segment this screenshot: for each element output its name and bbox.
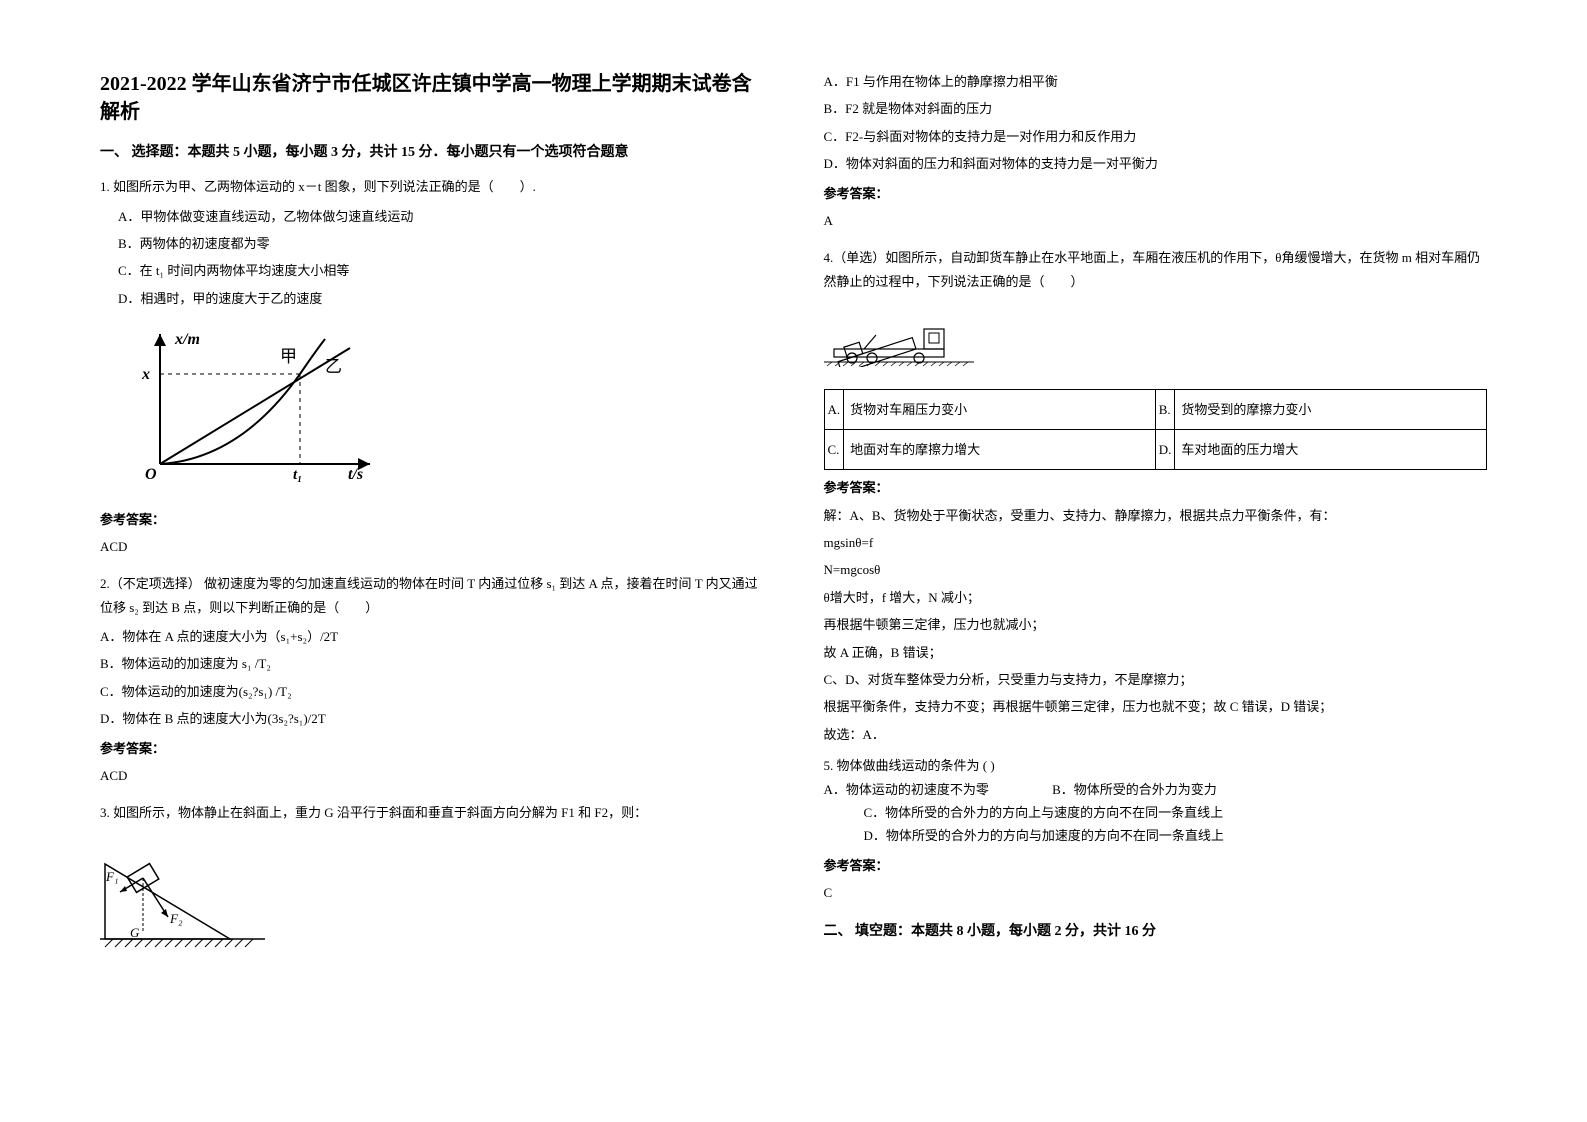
q5-answer-label: 参考答案： (824, 854, 1488, 877)
q2-option-b: B．物体运动的加速度为 s₁ /T₂ (100, 652, 764, 675)
q5-option-c: C．物体所受的合外力的方向上与速度的方向不在同一条直线上 (864, 801, 1488, 824)
graph-yi: 乙 (325, 357, 342, 376)
q2-option-a: A．物体在 A 点的速度大小为（s₁+s₂）/2T (100, 625, 764, 648)
q2-answer-label: 参考答案： (100, 737, 764, 760)
right-column: A．F1 与作用在物体上的静摩擦力相平衡 B．F2 就是物体对斜面的压力 C．F… (824, 70, 1488, 1052)
q4-option-c: 地面对车的摩擦力增大 (844, 429, 1156, 469)
q4-sol6: 故 A 正确，B 错误； (824, 641, 1488, 664)
q3-option-c: C．F2-与斜面对物体的支持力是一对作用力和反作用力 (824, 125, 1488, 148)
q4-option-b: 货物受到的摩擦力变小 (1175, 389, 1487, 429)
q5-stem: 5. 物体做曲线运动的条件为 ( ) (824, 758, 995, 773)
q1-option-d: D．相遇时，甲的速度大于乙的速度 (118, 287, 764, 310)
q3-option-b: B．F2 就是物体对斜面的压力 (824, 97, 1488, 120)
q4-sol5: 再根据牛顿第三定律，压力也就减小； (824, 613, 1488, 636)
q4-sol3: N=mgcosθ (824, 558, 1488, 581)
section2-header: 二、 填空题：本题共 8 小题，每小题 2 分，共计 16 分 (824, 919, 1488, 944)
q2-option-d: D．物体在 B 点的速度大小为(3s₂?s₁)/2T (100, 707, 764, 730)
q1-option-a: A．甲物体做变速直线运动，乙物体做匀速直线运动 (118, 205, 764, 228)
q4-options-table: A. 货物对车厢压力变小 B. 货物受到的摩擦力变小 C. 地面对车的摩擦力增大… (824, 389, 1488, 471)
q4-figure (824, 307, 974, 367)
left-column: 2021-2022 学年山东省济宁市任城区许庄镇中学高一物理上学期期末试卷含解析… (100, 70, 764, 1052)
q1-answer-label: 参考答案： (100, 508, 764, 531)
q3-option-a: A．F1 与作用在物体上的静摩擦力相平衡 (824, 70, 1488, 93)
q4-option-a: 货物对车厢压力变小 (844, 389, 1156, 429)
q2-option-c: C．物体运动的加速度为(s₂?s₁) /T₂ (100, 680, 764, 703)
q2-stem: 2.（不定项选择） 做初速度为零的匀加速直线运动的物体在时间 T 内通过位移 s… (100, 572, 764, 619)
graph-x-label: t/s (348, 466, 363, 483)
q1-graph: x/m x 甲 乙 O t₁ t/s (130, 324, 380, 484)
q4-label-a: A. (824, 389, 844, 429)
q3-stem: 3. 如图所示，物体静止在斜面上，重力 G 沿平行于斜面和垂直于斜面方向分解为 … (100, 801, 764, 824)
section1-header: 一、 选择题：本题共 5 小题，每小题 3 分，共计 15 分．每小题只有一个选… (100, 140, 764, 165)
q2-answer: ACD (100, 764, 764, 787)
q3-g-label: G (130, 925, 140, 940)
q4-answer-label: 参考答案： (824, 476, 1488, 499)
q4-label-d: D. (1155, 429, 1175, 469)
q5-option-b: B．物体所受的合外力为变力 (1052, 782, 1217, 797)
graph-x-value: x (141, 366, 150, 383)
q5-option-d: D．物体所受的合外力的方向与加速度的方向不在同一条直线上 (864, 824, 1488, 847)
graph-jia: 甲 (280, 347, 297, 366)
q3-figure: F₁ F₂ G (100, 839, 270, 949)
q1-option-c: C．在 t₁ 时间内两物体平均速度大小相等 (118, 259, 764, 282)
q4-sol4: θ增大时，f 增大，N 减小； (824, 586, 1488, 609)
q4-sol7: C、D、对货车整体受力分析，只受重力与支持力，不是摩擦力； (824, 668, 1488, 691)
q3-f1-label: F₁ (105, 869, 118, 884)
q4-sol1: 解：A、B、货物处于平衡状态，受重力、支持力、静摩擦力，根据共点力平衡条件，有： (824, 504, 1488, 527)
q4-sol9: 故选：A． (824, 723, 1488, 746)
page-title: 2021-2022 学年山东省济宁市任城区许庄镇中学高一物理上学期期末试卷含解析 (100, 70, 764, 126)
q3-answer: A (824, 209, 1488, 232)
q1-option-b: B．两物体的初速度都为零 (118, 232, 764, 255)
q1-stem: 1. 如图所示为甲、乙两物体运动的 x－t 图象，则下列说法正确的是（ ）. (100, 175, 764, 198)
q4-label-c: C. (824, 429, 844, 469)
q5-option-a: A．物体运动的初速度不为零 (824, 782, 989, 797)
graph-origin: O (145, 466, 157, 483)
q3-f2-label: F₂ (169, 911, 183, 926)
q3-answer-label: 参考答案： (824, 182, 1488, 205)
q4-sol8: 根据平衡条件，支持力不变；再根据牛顿第三定律，压力也就不变；故 C 错误，D 错… (824, 695, 1488, 718)
q4-sol2: mgsinθ=f (824, 531, 1488, 554)
graph-t1: t₁ (293, 467, 302, 483)
q3-option-d: D．物体对斜面的压力和斜面对物体的支持力是一对平衡力 (824, 152, 1488, 175)
q5-answer: C (824, 881, 1488, 904)
q4-stem: 4.（单选）如图所示，自动卸货车静止在水平地面上，车厢在液压机的作用下，θ角缓慢… (824, 246, 1488, 293)
q4-label-b: B. (1155, 389, 1175, 429)
q4-option-d: 车对地面的压力增大 (1175, 429, 1487, 469)
graph-y-label: x/m (174, 331, 200, 348)
q1-answer: ACD (100, 535, 764, 558)
